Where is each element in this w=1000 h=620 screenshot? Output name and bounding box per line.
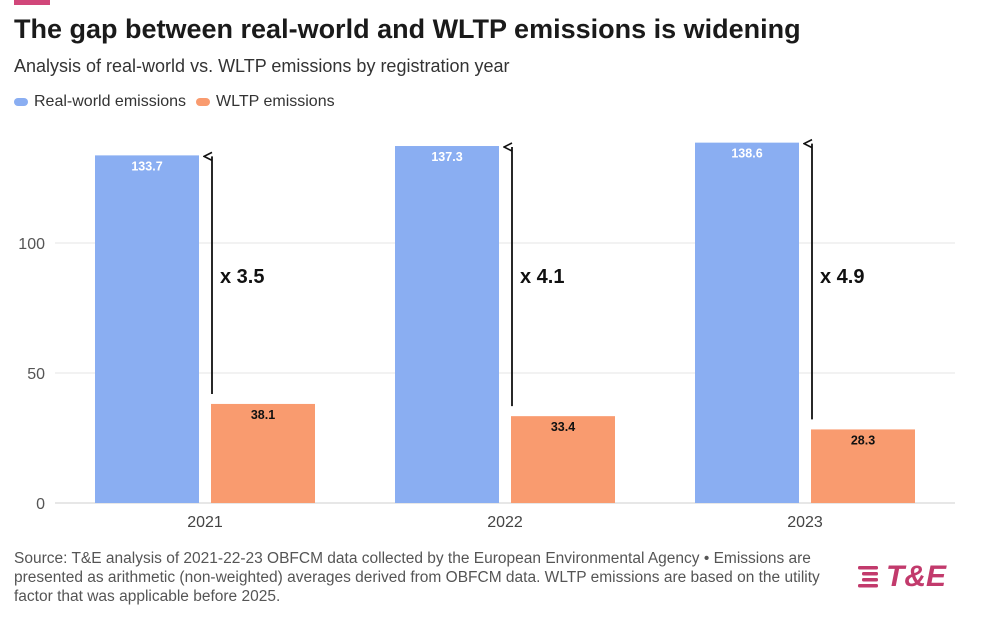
- x-tick-label: 2023: [787, 514, 823, 531]
- data-label-wltp: 33.4: [551, 420, 575, 434]
- logo-text: T&E: [886, 560, 946, 593]
- accent-bar: [14, 0, 50, 5]
- bar-real-world: [395, 146, 499, 503]
- legend-item-real-world: Real-world emissions: [14, 93, 186, 111]
- y-tick-label: 50: [27, 366, 45, 383]
- legend-swatch-wltp: [196, 98, 211, 106]
- legend-label-wltp: WLTP emissions: [216, 93, 335, 110]
- legend-swatch-real-world: [14, 98, 28, 106]
- ratio-label: x 4.9: [820, 266, 864, 288]
- legend-label-real-world: Real-world emissions: [34, 93, 187, 110]
- bar-wltp: [811, 429, 915, 503]
- brand-logo: T&E: [858, 560, 946, 594]
- y-tick-label: 100: [18, 236, 45, 253]
- stripes-icon: [858, 566, 878, 588]
- chart-subtitle: Analysis of real-world vs. WLTP emission…: [14, 56, 510, 76]
- bar-real-world: [695, 142, 799, 503]
- data-label-wltp: 38.1: [251, 408, 275, 422]
- ratio-label: x 3.5: [220, 266, 264, 288]
- data-label-real-world: 133.7: [131, 159, 162, 173]
- bar-wltp: [211, 403, 315, 503]
- bar-wltp: [511, 416, 615, 503]
- x-tick-label: 2022: [487, 514, 523, 531]
- bar-real-world: [95, 155, 199, 503]
- legend-item-wltp: WLTP emissions: [196, 93, 335, 111]
- y-tick-label: 0: [36, 496, 45, 513]
- data-label-real-world: 138.6: [731, 147, 762, 161]
- data-label-real-world: 137.3: [431, 150, 462, 164]
- source-note: Source: T&E analysis of 2021-22-23 OBFCM…: [14, 550, 820, 605]
- ratio-label: x 4.1: [520, 266, 564, 288]
- data-label-wltp: 28.3: [851, 433, 875, 447]
- x-tick-label: 2021: [187, 514, 223, 531]
- chart-title: The gap between real-world and WLTP emis…: [14, 14, 801, 44]
- legend: Real-world emissions WLTP emissions: [14, 93, 345, 111]
- bar-chart: 0 50 100 133.7 38.1 x 3.5 2021 137.3 33.4 x 4.1 20…: [18, 120, 955, 531]
